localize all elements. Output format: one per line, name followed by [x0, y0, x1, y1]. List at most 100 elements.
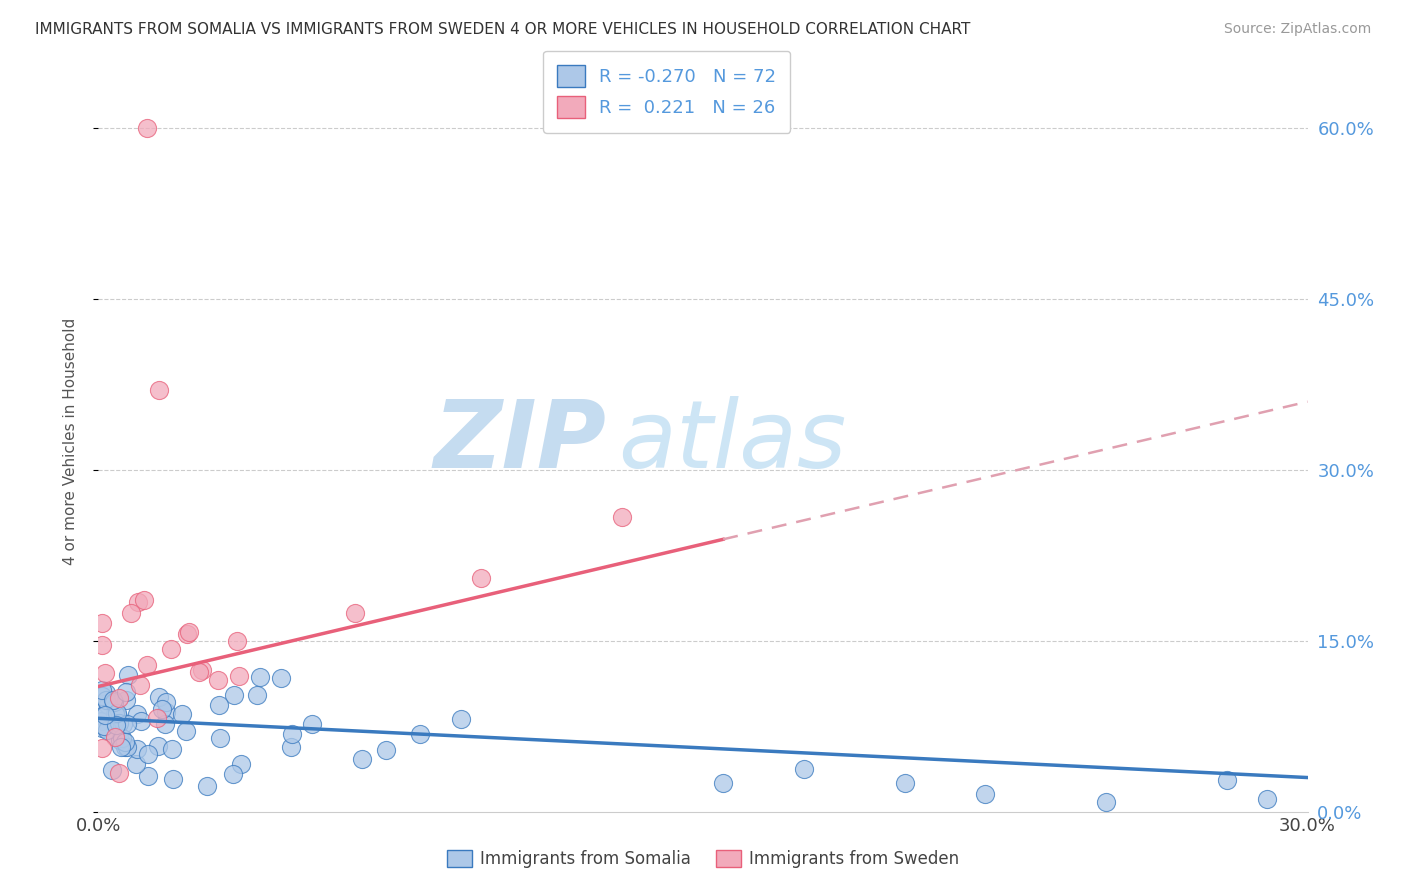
Immigrants from Sweden	[225, 633, 247, 648]
Immigrants from Sweden	[104, 730, 127, 744]
Immigrants from Somalia	[91, 708, 114, 723]
Immigrants from Sweden	[148, 384, 170, 398]
Immigrants from Somalia	[91, 714, 114, 728]
Immigrants from Somalia	[101, 693, 124, 707]
Immigrants from Somalia	[208, 698, 231, 713]
Immigrants from Sweden	[127, 594, 149, 608]
Legend: Immigrants from Somalia, Immigrants from Sweden: Immigrants from Somalia, Immigrants from…	[440, 843, 966, 875]
Text: ZIP: ZIP	[433, 395, 606, 488]
Immigrants from Somalia	[91, 682, 114, 697]
Immigrants from Sweden	[129, 678, 152, 692]
Immigrants from Somalia	[96, 692, 118, 706]
Immigrants from Somalia	[115, 685, 138, 699]
Immigrants from Somalia	[105, 718, 128, 732]
Immigrants from Sweden	[343, 606, 366, 620]
Immigrants from Somalia	[229, 757, 252, 772]
Immigrants from Somalia	[114, 735, 136, 749]
Immigrants from Sweden	[107, 691, 129, 706]
Immigrants from Somalia	[94, 708, 117, 723]
Immigrants from Sweden	[91, 741, 114, 756]
Immigrants from Somalia	[114, 693, 136, 707]
Immigrants from Somalia	[138, 747, 160, 762]
Immigrants from Sweden	[94, 666, 117, 681]
Immigrants from Somalia	[96, 723, 118, 737]
Immigrants from Somalia	[108, 715, 131, 730]
Immigrants from Somalia	[153, 716, 176, 731]
Immigrants from Sweden	[190, 663, 212, 677]
Immigrants from Somalia	[117, 668, 139, 682]
Immigrants from Somalia	[793, 762, 815, 776]
Immigrants from Somalia	[222, 767, 245, 781]
Text: IMMIGRANTS FROM SOMALIA VS IMMIGRANTS FROM SWEDEN 4 OR MORE VEHICLES IN HOUSEHOL: IMMIGRANTS FROM SOMALIA VS IMMIGRANTS FR…	[35, 22, 970, 37]
Immigrants from Somalia	[1095, 795, 1118, 809]
Immigrants from Somalia	[150, 702, 173, 716]
Immigrants from Somalia	[352, 752, 374, 766]
Immigrants from Somalia	[125, 742, 148, 756]
Immigrants from Somalia	[174, 724, 197, 739]
Immigrants from Somalia	[125, 707, 148, 722]
Immigrants from Somalia	[136, 768, 159, 782]
Immigrants from Sweden	[228, 669, 250, 683]
Text: Source: ZipAtlas.com: Source: ZipAtlas.com	[1223, 22, 1371, 37]
Immigrants from Somalia	[91, 721, 114, 735]
Immigrants from Somalia	[195, 780, 218, 794]
Immigrants from Somalia	[114, 740, 136, 755]
Immigrants from Somalia	[711, 776, 734, 790]
Immigrants from Somalia	[374, 743, 396, 757]
Immigrants from Somalia	[1216, 772, 1239, 787]
Immigrants from Somalia	[146, 739, 169, 754]
Immigrants from Somalia	[94, 685, 117, 699]
Immigrants from Sweden	[91, 638, 114, 652]
Immigrants from Sweden	[134, 592, 156, 607]
Immigrants from Sweden	[188, 665, 211, 680]
Immigrants from Sweden	[145, 711, 167, 725]
Immigrants from Somalia	[91, 698, 114, 712]
Immigrants from Somalia	[115, 717, 138, 731]
Immigrants from Somalia	[280, 739, 302, 754]
Immigrants from Somalia	[111, 731, 134, 745]
Immigrants from Somalia	[91, 689, 114, 703]
Immigrants from Somalia	[172, 706, 194, 721]
Immigrants from Sweden	[120, 606, 142, 620]
Immigrants from Somalia	[224, 688, 246, 702]
Immigrants from Sweden	[107, 766, 129, 780]
Immigrants from Somalia	[115, 739, 138, 754]
Immigrants from Somalia	[103, 715, 125, 730]
Immigrants from Sweden	[135, 658, 157, 673]
Immigrants from Somalia	[301, 717, 323, 731]
Y-axis label: 4 or more Vehicles in Household: 4 or more Vehicles in Household	[63, 318, 77, 566]
Immigrants from Somalia	[408, 727, 430, 741]
Immigrants from Somalia	[105, 706, 128, 721]
Immigrants from Somalia	[93, 719, 115, 733]
Immigrants from Sweden	[177, 625, 200, 640]
Immigrants from Sweden	[207, 673, 229, 687]
Immigrants from Somalia	[97, 698, 120, 713]
Immigrants from Somalia	[110, 732, 132, 747]
Text: atlas: atlas	[619, 396, 846, 487]
Immigrants from Somalia	[893, 776, 915, 790]
Immigrants from Sweden	[91, 616, 114, 631]
Legend: R = -0.270   N = 72, R =  0.221   N = 26: R = -0.270 N = 72, R = 0.221 N = 26	[543, 51, 790, 133]
Immigrants from Somalia	[209, 731, 232, 746]
Immigrants from Somalia	[110, 740, 132, 755]
Immigrants from Somalia	[270, 671, 292, 685]
Immigrants from Somalia	[162, 772, 184, 786]
Immigrants from Somalia	[281, 727, 304, 741]
Immigrants from Somalia	[112, 717, 135, 731]
Immigrants from Sweden	[135, 121, 157, 136]
Immigrants from Somalia	[103, 695, 125, 709]
Immigrants from Somalia	[155, 705, 177, 719]
Immigrants from Somalia	[104, 729, 127, 743]
Immigrants from Somalia	[100, 763, 122, 777]
Immigrants from Somalia	[974, 787, 997, 801]
Immigrants from Somalia	[249, 670, 271, 684]
Immigrants from Somalia	[1256, 792, 1278, 806]
Immigrants from Somalia	[155, 695, 177, 709]
Immigrants from Sweden	[612, 509, 634, 524]
Immigrants from Somalia	[107, 710, 129, 724]
Immigrants from Sweden	[470, 571, 492, 585]
Immigrants from Somalia	[104, 706, 127, 721]
Immigrants from Sweden	[176, 626, 198, 640]
Immigrants from Somalia	[162, 742, 184, 756]
Immigrants from Somalia	[125, 756, 148, 771]
